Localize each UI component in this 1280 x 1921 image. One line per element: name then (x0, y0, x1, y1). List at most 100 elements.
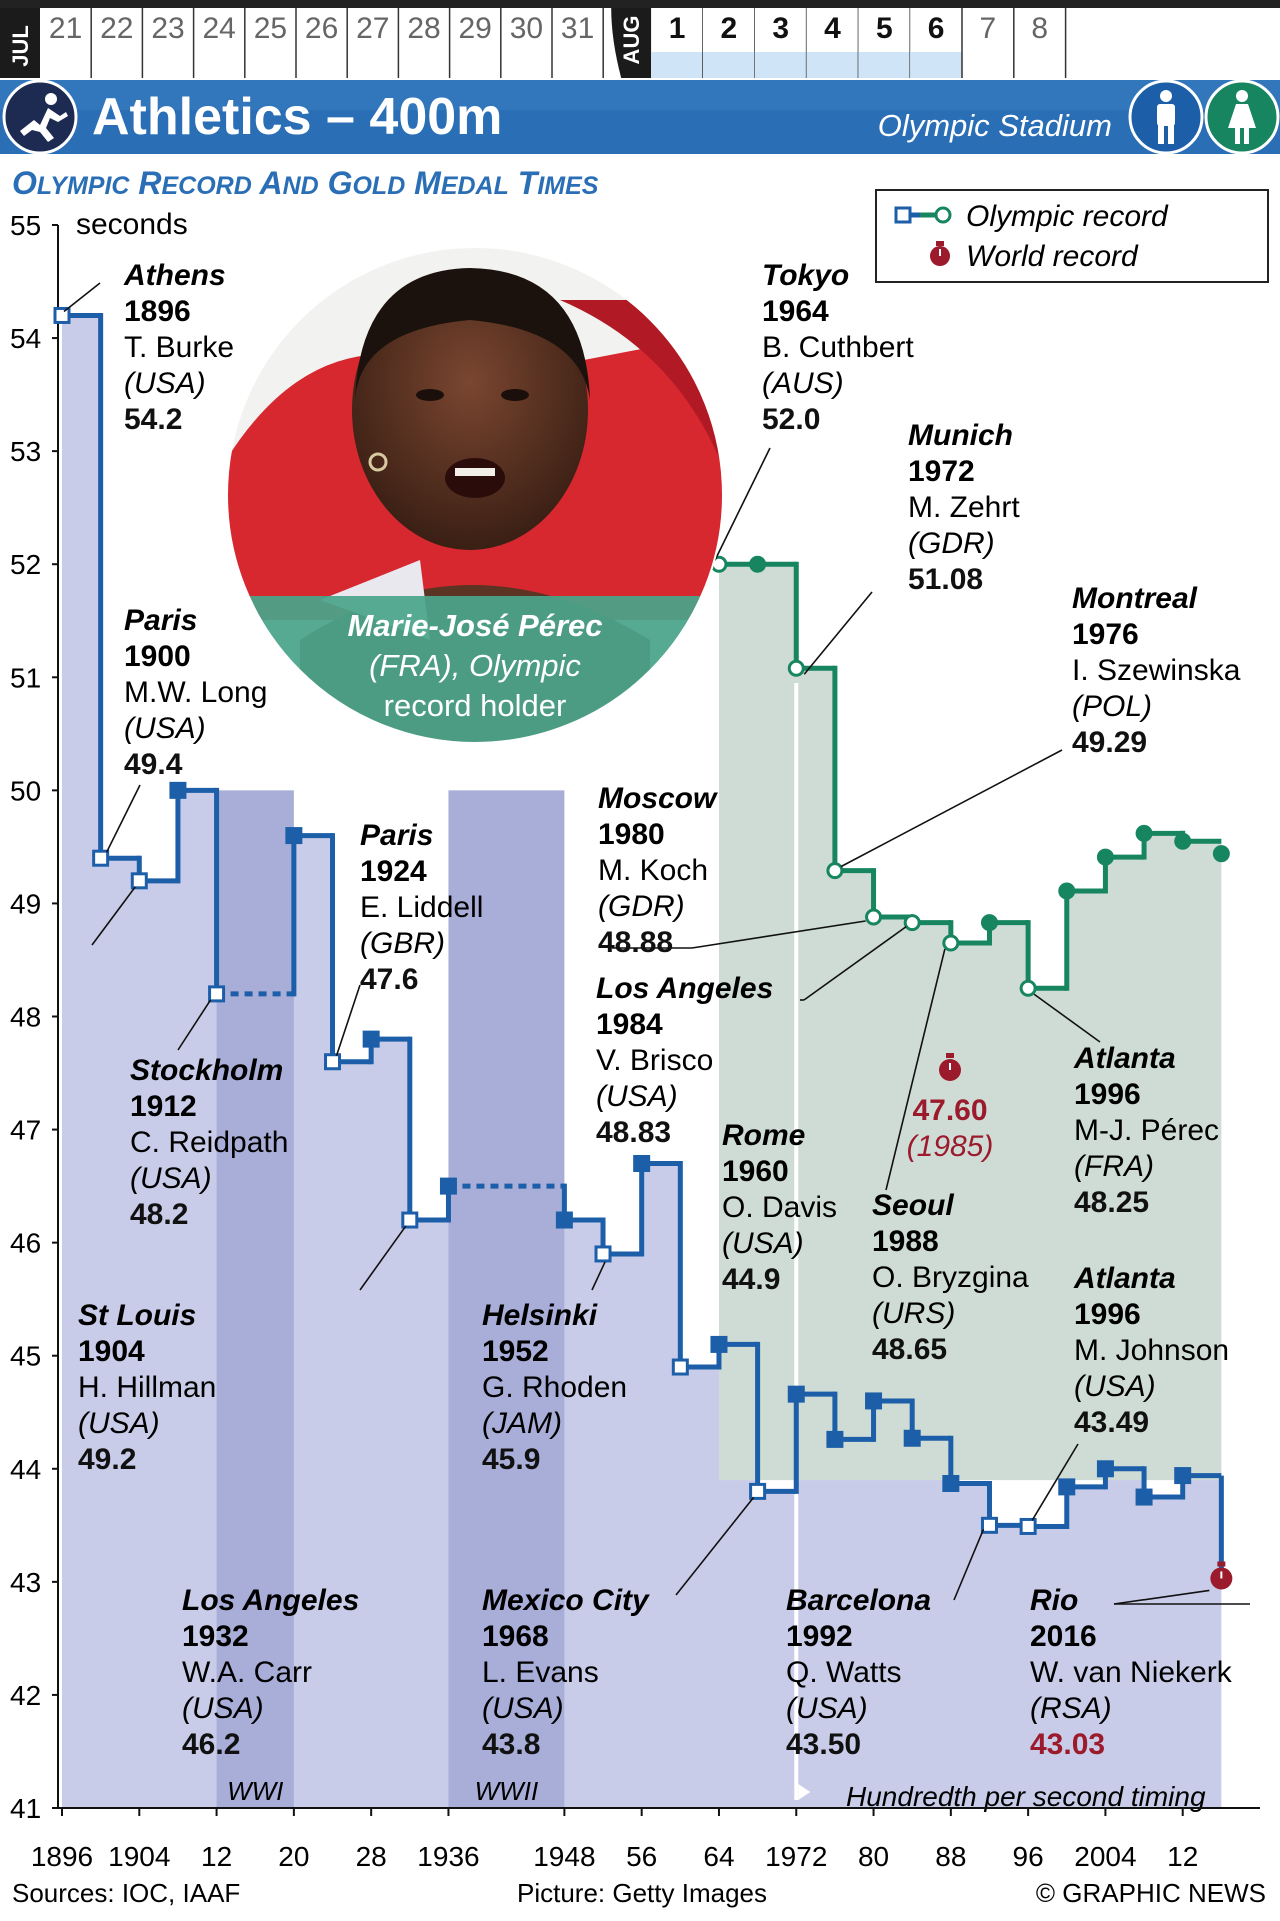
annotation-time: 45.9 (482, 1443, 540, 1476)
stopwatch-icon (930, 241, 950, 266)
annotation-athlete: C. Reidpath (130, 1126, 288, 1159)
y-tick-label: 45 (10, 1341, 41, 1372)
annotation-city: Helsinki (482, 1299, 598, 1332)
annotation-athlete: E. Liddell (360, 891, 483, 924)
y-tick-label: 41 (10, 1793, 41, 1824)
women-world-record-year: (1985) (907, 1130, 994, 1163)
annotation-nation: (USA) (130, 1162, 212, 1195)
men-point (169, 781, 187, 799)
annotation-nation: (USA) (482, 1692, 564, 1725)
annotation-time: 43.49 (1074, 1406, 1149, 1439)
calendar-active-bar (651, 52, 703, 78)
y-tick-label: 50 (10, 775, 41, 806)
men-point (130, 872, 148, 890)
annotation-city: Mexico City (482, 1584, 650, 1617)
annotation-athlete: M.W. Long (124, 676, 267, 709)
legend-record-circle (934, 206, 952, 224)
athletics-runner-icon (2, 79, 78, 155)
men-point (671, 1358, 689, 1376)
men-point (1135, 1488, 1153, 1506)
annotation-leader (803, 926, 907, 1001)
calendar-active-bar (754, 52, 807, 78)
women-point (749, 555, 767, 573)
annotation-year: 1924 (360, 855, 427, 888)
calendar-active-bar (806, 52, 859, 78)
annotation-nation: (USA) (596, 1080, 678, 1113)
women-point (1019, 979, 1037, 997)
men-area-fill (62, 315, 1222, 1808)
annotation-city: Atlanta (1073, 1042, 1176, 1075)
x-tick-label: 1904 (108, 1841, 170, 1872)
annotation-year: 1960 (722, 1155, 789, 1188)
calendar-day-jul: 24 (203, 12, 236, 45)
women-point (1096, 848, 1114, 866)
annotation-time: 54.2 (124, 403, 182, 436)
annotation-city: Atlanta (1073, 1262, 1176, 1295)
calendar-active-bar (858, 52, 911, 78)
calendar-day-aug: 2 (721, 12, 738, 45)
annotation-city: Rome (722, 1119, 805, 1152)
y-tick-label: 52 (10, 549, 41, 580)
annotation-time: 48.25 (1074, 1186, 1149, 1219)
annotation-year: 1980 (598, 818, 665, 851)
men-point (942, 1474, 960, 1492)
page-title: Athletics – 400m (92, 88, 502, 146)
women-point (1135, 824, 1153, 842)
women-world-record-time: 47.60 (912, 1094, 987, 1127)
x-tick-label: 1948 (533, 1841, 595, 1872)
y-tick-label: 48 (10, 1002, 41, 1033)
war-band-label: WWI (227, 1776, 283, 1806)
annotation-athlete: Q. Watts (786, 1656, 902, 1689)
men-point (53, 306, 71, 324)
annotation-year: 1896 (124, 295, 191, 328)
annotation-nation: (USA) (786, 1692, 868, 1725)
calendar-day-jul: 29 (459, 12, 492, 45)
y-tick-label: 46 (10, 1228, 41, 1259)
legend: Olympic record World record (875, 189, 1269, 283)
annotation-athlete: I. Szewinska (1072, 654, 1241, 687)
annotation-time: 48.83 (596, 1116, 671, 1149)
annotation-athlete: W. van Niekerk (1030, 1656, 1233, 1689)
annotation-time: 49.4 (124, 748, 183, 781)
x-tick-label: 12 (201, 1841, 232, 1872)
calendar-active-bar (910, 52, 962, 78)
annotation-leader (591, 1261, 606, 1291)
y-tick-label: 42 (10, 1680, 41, 1711)
men-point (1019, 1517, 1037, 1535)
y-tick-label: 43 (10, 1567, 41, 1598)
annotation-athlete: M. Koch (598, 854, 708, 887)
y-tick-label: 47 (10, 1115, 41, 1146)
calendar-day-jul: 31 (561, 12, 594, 45)
photo-caption-name: Marie-José Pérec (347, 608, 602, 643)
men-point (826, 1430, 844, 1448)
women-point (826, 862, 844, 880)
calendar-day-aug: 3 (772, 12, 789, 45)
women-point (903, 914, 921, 932)
x-tick-label: 12 (1167, 1841, 1198, 1872)
annotation-city: Munich (908, 419, 1013, 452)
calendar-day-jul: 27 (356, 12, 389, 45)
calendar-day-aug: 6 (928, 12, 945, 45)
annotation-time: 51.08 (908, 563, 983, 596)
annotation-athlete: O. Bryzgina (872, 1261, 1029, 1294)
annotation-city: Stockholm (130, 1054, 283, 1087)
y-axis-unit: seconds (76, 208, 188, 241)
legend-olympic-record: Olympic record (966, 200, 1169, 233)
annotation-city: Tokyo (762, 259, 849, 292)
annotation-nation: (USA) (124, 367, 206, 400)
annotation-nation: (RSA) (1030, 1692, 1112, 1725)
y-tick-label: 53 (10, 436, 41, 467)
photo-caption-line2: (FRA), Olympic (369, 648, 581, 683)
annotation-leader (1033, 993, 1101, 1043)
annotation-nation: (POL) (1072, 690, 1152, 723)
men-point (208, 985, 226, 1003)
women-point (1212, 845, 1230, 863)
x-tick-label: 64 (703, 1841, 734, 1872)
annotation-time: 52.0 (762, 403, 820, 436)
annotation-city: Athens (123, 259, 226, 292)
annotation-year: 1900 (124, 640, 191, 673)
men-point (865, 1392, 883, 1410)
men-point (1174, 1467, 1192, 1485)
annotation-athlete: M. Zehrt (908, 491, 1020, 524)
